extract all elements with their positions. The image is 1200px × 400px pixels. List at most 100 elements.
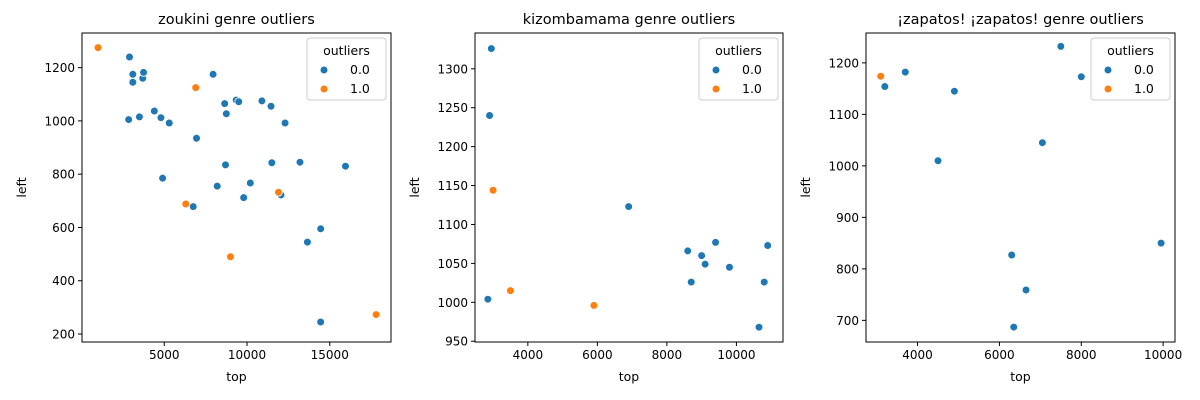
chart-2: kizombamama genre outliers 4000 6000 8000 10… [407,12,784,384]
legend-title: outliers [1107,43,1154,58]
data-point-outlier [371,310,381,319]
x-tick-label: 8000 [652,348,683,362]
y-tick-label: 1150 [437,179,468,193]
y-tick-label: 600 [52,221,75,235]
x-tick-label: 4000 [513,348,544,362]
data-point-inlier [880,82,890,91]
x-tick-label: 8000 [1066,348,1097,362]
x-axis-label: top [1010,369,1031,384]
y-tick-label: 1100 [828,108,859,122]
legend-marker [1103,65,1113,75]
legend-marker [711,84,721,94]
data-point-inlier [221,160,230,170]
data-point-inlier [280,118,290,128]
data-point-inlier [135,112,144,122]
data-point-inlier [139,68,148,77]
x-tick-label: 15000 [311,348,349,362]
y-tick-label: 1050 [437,257,468,271]
data-point-inlier [763,241,773,250]
legend-entry-label: 0.0 [742,62,762,77]
data-point-inlier [725,262,734,272]
legend-box [1090,37,1171,101]
legend-entry-label: 0.0 [1134,62,1154,77]
plot-frame [81,32,392,343]
data-point-inlier [1038,138,1047,147]
data-point-inlier [700,259,710,269]
data-point-outlier [274,187,283,197]
data-point-inlier [125,52,134,62]
data-point-outlier [191,83,201,92]
data-point-outlier [506,286,515,295]
y-tick-label: 1000 [437,296,468,310]
data-point-inlier [683,246,693,256]
data-point-inlier [900,67,910,77]
chart-title: zoukini genre outliers [158,12,315,28]
legend-title: outliers [715,43,762,58]
chart-title: kizombamama genre outliers [523,12,735,28]
data-point-inlier [239,193,248,202]
data-point-inlier [1156,238,1166,248]
data-point-inlier [950,86,959,96]
data-point-inlier [487,44,496,53]
data-point-inlier [1021,285,1031,295]
legend: outliers 0.0 1.0 [306,37,387,101]
data-point-inlier [686,277,696,287]
y-tick-label: 200 [52,328,75,342]
data-point-inlier [316,317,325,327]
y-tick-label: 1000 [44,114,75,128]
y-tick-label: 1100 [437,218,468,232]
x-tick-label: 10000 [1144,348,1182,362]
x-tick-label: 4000 [902,348,933,362]
x-axis-label: top [619,369,640,384]
data-point-inlier [316,224,325,234]
data-point-inlier [128,77,138,87]
legend-entry-label: 1.0 [350,81,370,96]
legend: outliers 0.0 1.0 [1090,37,1171,101]
y-tick-label: 800 [52,168,75,182]
data-point-outlier [181,199,191,209]
y-tick-label: 1200 [828,56,859,70]
data-point-inlier [933,156,943,166]
data-point-inlier [128,69,138,79]
y-tick-label: 1300 [437,62,468,76]
y-axis-label: left [14,177,29,197]
plot-frame [474,32,784,343]
data-point-inlier [303,237,312,247]
y-tick-label: 700 [836,314,859,328]
legend-marker [1103,84,1113,94]
data-point-inlier [267,158,277,168]
legend-title: outliers [323,43,370,58]
x-tick-label: 6000 [984,348,1015,362]
data-point-inlier [188,202,198,211]
data-point-inlier [164,118,174,128]
data-point-inlier [266,101,276,111]
data-point-inlier [1009,322,1019,332]
data-point-inlier [124,115,133,124]
data-point-inlier [711,238,720,247]
data-point-inlier [220,99,229,108]
y-tick-label: 1000 [828,159,859,173]
data-point-outlier [226,252,235,262]
data-point-inlier [150,106,159,116]
legend-marker [319,65,329,75]
y-tick-label: 400 [52,274,75,288]
legend-marker [319,84,329,94]
legend-entry-label: 1.0 [742,81,762,96]
chart-1: zoukini genre outliers 5000 10000 15000 200 4… [14,12,392,384]
chart-title: ¡zapatos! ¡zapatos! genre outliers [897,12,1144,28]
data-point-inlier [1056,42,1066,51]
data-point-inlier [222,109,231,119]
y-tick-label: 1250 [437,101,468,115]
data-point-inlier [212,181,222,191]
x-axis-label: top [226,369,247,384]
data-point-inlier [156,113,166,123]
y-axis-label: left [798,177,813,197]
data-point-inlier [158,173,167,183]
data-point-outlier [589,301,599,310]
data-point-inlier [208,69,218,79]
data-point-outlier [488,185,498,195]
x-tick-label: 10000 [228,348,266,362]
data-point-inlier [697,251,706,260]
data-point-inlier [341,161,350,171]
